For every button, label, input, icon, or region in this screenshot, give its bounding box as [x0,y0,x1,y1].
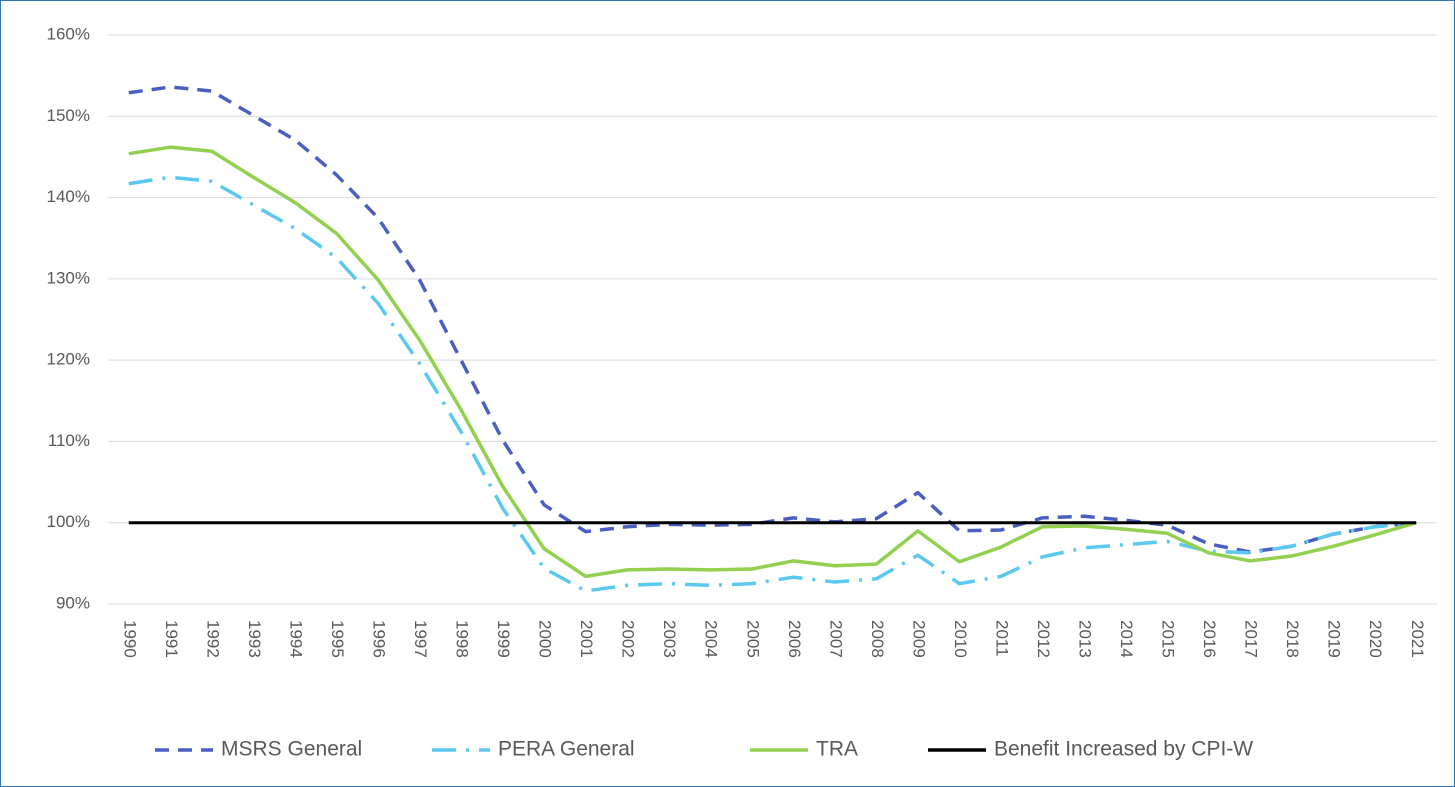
x-tick-label: 1995 [328,620,347,658]
x-tick-label: 1999 [494,620,513,658]
x-tick-label: 2012 [1034,620,1053,658]
x-tick-label: 2009 [909,620,928,658]
x-tick-label: 2016 [1200,620,1219,658]
x-tick-label: 2000 [536,620,555,658]
x-tick-label: 1996 [369,620,388,658]
x-tick-label: 1990 [120,620,139,658]
legend-label: Benefit Increased by CPI-W [994,738,1253,761]
x-tick-label: 1994 [286,620,305,658]
x-tick-label: 2019 [1325,620,1344,658]
legend-label: TRA [816,738,858,761]
series-line [128,145,1417,579]
x-tick-label: 2015 [1159,620,1178,658]
y-tick-label: 110% [48,431,90,450]
x-tick-label: 2007 [826,620,845,658]
y-tick-label: 160% [47,24,90,43]
x-tick-label: 1991 [162,620,181,658]
x-tick-label: 2021 [1408,620,1427,658]
x-tick-label: 1997 [411,620,430,658]
x-tick-label: 2006 [785,620,804,658]
y-tick-label: 150% [47,106,90,125]
y-tick-label: 120% [47,350,90,369]
x-tick-label: 1993 [245,620,264,658]
x-tick-label: 1992 [203,620,222,658]
legend-label: PERA General [498,738,635,761]
y-tick-label: 130% [47,268,90,287]
x-tick-label: 2004 [702,620,721,658]
x-tick-label: 2001 [577,620,596,658]
x-tick-label: 2018 [1283,620,1302,658]
x-tick-label: 2014 [1117,620,1136,658]
x-tick-label: 2005 [743,620,762,658]
x-tick-label: 1998 [453,620,472,658]
y-tick-label: 90% [56,593,90,612]
x-tick-label: 2003 [660,620,679,658]
x-tick-label: 2013 [1076,620,1095,658]
y-tick-label: 140% [47,187,90,206]
y-tick-label: 100% [47,512,90,531]
legend-label: MSRS General [221,738,362,761]
x-tick-label: 2008 [868,620,887,658]
x-tick-label: 2020 [1366,620,1385,658]
x-tick-label: 2017 [1242,620,1261,658]
series-line [128,85,1417,554]
x-tick-label: 2002 [619,620,638,658]
x-tick-label: 2011 [992,620,1011,657]
x-tick-label: 2010 [951,620,970,658]
